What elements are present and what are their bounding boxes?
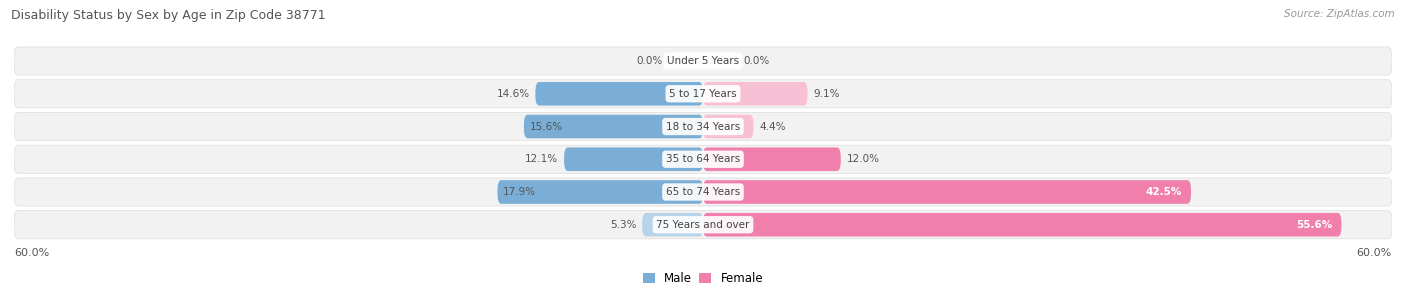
Text: 18 to 34 Years: 18 to 34 Years (666, 122, 740, 132)
Text: 9.1%: 9.1% (813, 89, 839, 99)
Text: 17.9%: 17.9% (503, 187, 536, 197)
Text: 55.6%: 55.6% (1296, 220, 1333, 230)
FancyBboxPatch shape (14, 47, 1392, 75)
FancyBboxPatch shape (564, 147, 703, 171)
Text: 60.0%: 60.0% (1357, 248, 1392, 258)
FancyBboxPatch shape (14, 178, 1392, 206)
FancyBboxPatch shape (536, 82, 703, 105)
Text: 5 to 17 Years: 5 to 17 Years (669, 89, 737, 99)
FancyBboxPatch shape (14, 80, 1392, 108)
FancyBboxPatch shape (703, 82, 807, 105)
FancyBboxPatch shape (703, 147, 841, 171)
Text: 75 Years and over: 75 Years and over (657, 220, 749, 230)
Text: 12.1%: 12.1% (526, 154, 558, 164)
FancyBboxPatch shape (14, 112, 1392, 140)
Text: 0.0%: 0.0% (744, 56, 769, 66)
Text: Disability Status by Sex by Age in Zip Code 38771: Disability Status by Sex by Age in Zip C… (11, 9, 326, 22)
Text: 35 to 64 Years: 35 to 64 Years (666, 154, 740, 164)
FancyBboxPatch shape (643, 213, 703, 237)
FancyBboxPatch shape (14, 145, 1392, 173)
FancyBboxPatch shape (14, 211, 1392, 239)
FancyBboxPatch shape (498, 180, 703, 204)
Text: 0.0%: 0.0% (637, 56, 662, 66)
FancyBboxPatch shape (703, 180, 1191, 204)
Text: 42.5%: 42.5% (1146, 187, 1182, 197)
Text: 60.0%: 60.0% (14, 248, 49, 258)
FancyBboxPatch shape (703, 213, 1341, 237)
FancyBboxPatch shape (703, 115, 754, 138)
Text: 4.4%: 4.4% (759, 122, 786, 132)
Text: 65 to 74 Years: 65 to 74 Years (666, 187, 740, 197)
FancyBboxPatch shape (524, 115, 703, 138)
Text: 14.6%: 14.6% (496, 89, 530, 99)
Text: Source: ZipAtlas.com: Source: ZipAtlas.com (1284, 9, 1395, 19)
Text: 15.6%: 15.6% (530, 122, 562, 132)
Text: Under 5 Years: Under 5 Years (666, 56, 740, 66)
Text: 5.3%: 5.3% (610, 220, 637, 230)
Text: 12.0%: 12.0% (846, 154, 880, 164)
Legend: Male, Female: Male, Female (638, 268, 768, 290)
